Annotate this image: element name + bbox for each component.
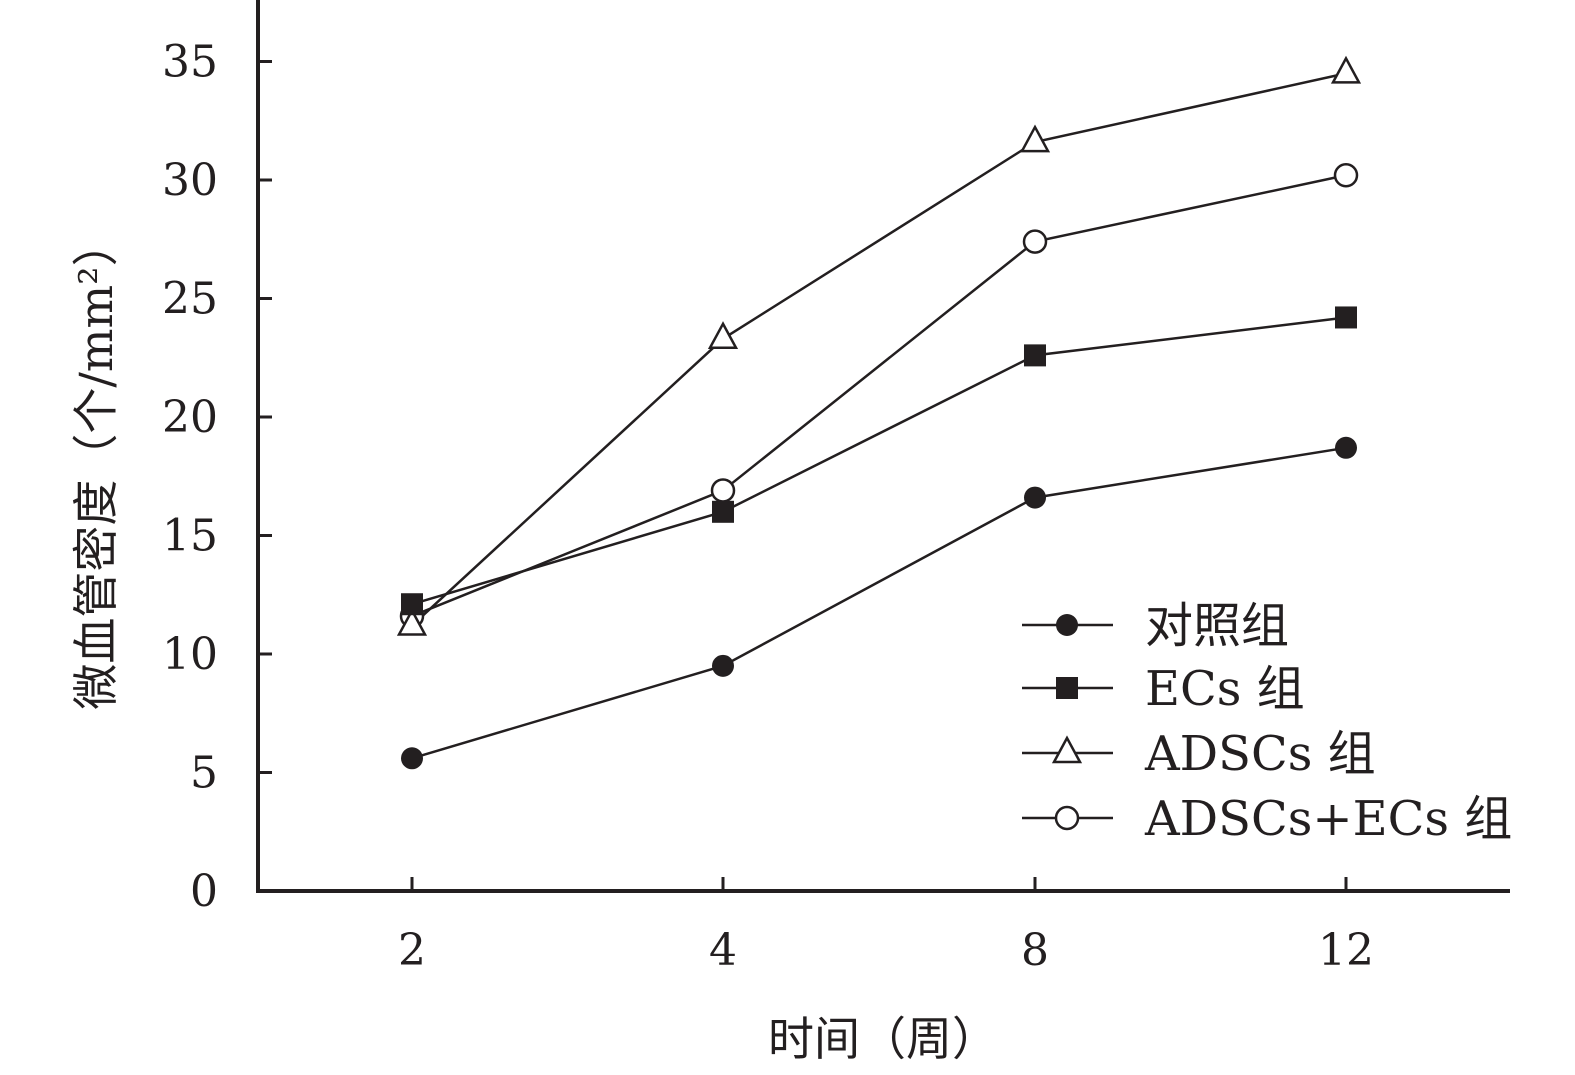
series-line-1	[411, 446, 1347, 760]
x-tick-label: 8	[1021, 925, 1049, 976]
y-axis-title: 微血管密度（个/mm²）	[69, 220, 123, 709]
legend-marker	[1056, 677, 1078, 699]
legend-item-3: ADSCs 组	[1022, 726, 1376, 782]
data-point-s3-1	[396, 607, 428, 636]
data-point-s1-4	[1335, 436, 1357, 459]
legend-label: ECs 组	[1145, 661, 1305, 717]
series-line-3	[411, 72, 1347, 627]
series-layer	[396, 55, 1362, 770]
legend-item-4: ADSCs+ECs 组	[1022, 791, 1512, 847]
legend-label: 对照组	[1145, 598, 1289, 654]
data-point-s1-2	[712, 654, 734, 677]
data-point-s4-4	[1333, 163, 1359, 188]
data-point-s2-3	[1024, 344, 1046, 367]
ticks: 0 5 10 15 20 25 30 35 2 4 8 12	[162, 37, 1374, 977]
y-tick-label: 0	[190, 866, 218, 917]
data-point-s3-4	[1330, 55, 1362, 84]
y-tick-label: 20	[162, 392, 218, 443]
data-point-s1-3	[1024, 486, 1046, 509]
legend: 对照组 ECs 组 ADSCs 组 ADSCs+ECs 组	[1022, 598, 1512, 847]
data-point-s4-2	[710, 478, 736, 503]
legend-marker	[1051, 735, 1083, 764]
data-point-s3-3	[1019, 124, 1051, 153]
legend-label: ADSCs 组	[1144, 726, 1376, 782]
legend-marker	[1054, 805, 1080, 831]
legend-marker	[1056, 614, 1078, 636]
x-tick-label: 2	[398, 925, 426, 976]
x-tick-label: 4	[709, 925, 737, 976]
legend-item-1: 对照组	[1022, 598, 1289, 654]
legend-label: ADSCs+ECs 组	[1144, 791, 1512, 847]
y-tick-label: 30	[162, 155, 218, 206]
x-axis-title: 时间（周）	[768, 1012, 998, 1066]
series-line-4	[411, 174, 1347, 618]
y-tick-label: 10	[162, 629, 218, 680]
y-tick-label: 35	[162, 37, 218, 88]
x-tick-label: 12	[1318, 925, 1374, 976]
y-tick-label: 25	[162, 274, 218, 325]
series-lines	[411, 72, 1347, 760]
axes	[256, 0, 1510, 893]
data-point-s2-2	[712, 500, 734, 523]
data-point-s1-1	[401, 747, 423, 770]
y-tick-label: 5	[190, 748, 218, 799]
data-point-s3-2	[707, 321, 739, 350]
legend-item-2: ECs 组	[1022, 661, 1305, 717]
series-markers	[396, 55, 1362, 770]
y-tick-label: 15	[162, 511, 218, 562]
series-line-2	[411, 316, 1347, 606]
data-point-s4-3	[1022, 229, 1048, 254]
data-point-s2-4	[1335, 306, 1357, 329]
data-point-s2-1	[401, 593, 423, 616]
